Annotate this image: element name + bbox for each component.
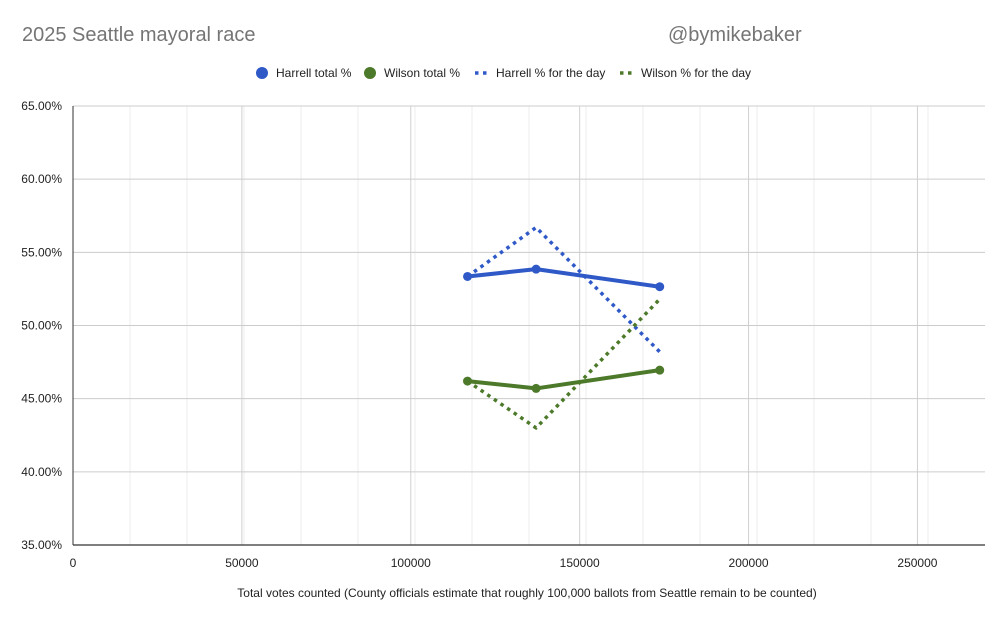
legend-marker	[256, 67, 268, 79]
x-axis-label: Total votes counted (County officials es…	[237, 586, 816, 600]
y-tick-label: 50.00%	[21, 319, 62, 333]
legend-label: Harrell % for the day	[496, 66, 605, 80]
legend-label: Wilson total %	[384, 66, 460, 80]
series-line	[465, 368, 662, 391]
y-tick-label: 55.00%	[21, 245, 62, 259]
y-tick-label: 40.00%	[21, 465, 62, 479]
legend-label: Harrell total %	[276, 66, 352, 80]
data-point	[655, 282, 665, 292]
series-line	[465, 267, 662, 289]
x-axis-ticks: 0 50000 100000 150000 200000 250000	[70, 556, 938, 570]
data-point	[531, 383, 541, 393]
author-credit: @bymikebaker	[668, 24, 802, 46]
x-tick-label: 50000	[225, 556, 259, 570]
y-tick-label: 45.00%	[21, 392, 62, 406]
y-tick-label: 60.00%	[21, 172, 62, 186]
legend-label: Wilson % for the day	[641, 66, 751, 80]
legend-marker	[364, 67, 376, 79]
x-tick-label: 0	[70, 556, 77, 570]
x-tick-label: 200000	[729, 556, 769, 570]
chart-grid	[73, 105, 985, 545]
chart-axes	[72, 106, 985, 546]
x-tick-label: 100000	[391, 556, 431, 570]
chart-legend: Harrell total % Wilson total % Harrell % f…	[256, 66, 751, 80]
data-point	[531, 264, 541, 274]
data-point	[655, 365, 665, 375]
y-axis-ticks: 35.00% 40.00% 45.00% 50.00% 55.00% 60.00% 65.0…	[21, 99, 62, 552]
chart-title: 2025 Seattle mayoral race	[22, 24, 256, 46]
series-line	[466, 225, 661, 354]
y-tick-label: 65.00%	[21, 99, 62, 113]
y-tick-label: 35.00%	[21, 538, 62, 552]
x-tick-label: 250000	[897, 556, 937, 570]
chart-series	[463, 225, 665, 430]
series-line	[466, 297, 661, 430]
x-tick-label: 150000	[560, 556, 600, 570]
